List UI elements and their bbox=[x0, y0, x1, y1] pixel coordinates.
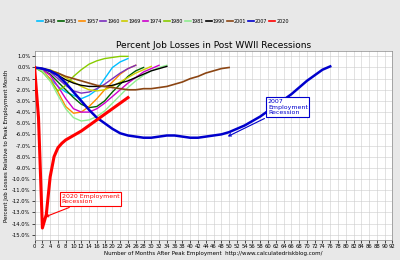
X-axis label: Number of Months After Peak Employment  http://www.calculatedriskblog.com/: Number of Months After Peak Employment h… bbox=[104, 251, 323, 256]
Text: 2020 Employment
Recession: 2020 Employment Recession bbox=[46, 194, 120, 217]
Legend: 1948, 1953, 1957, 1960, 1969, 1974, 1980, 1981, 1990, 2001, 2007, 2020: 1948, 1953, 1957, 1960, 1969, 1974, 1980… bbox=[37, 19, 289, 24]
Text: 2007
Employment
Recession: 2007 Employment Recession bbox=[229, 99, 308, 136]
Y-axis label: Percent Job Losses Relative to Peak Employment Month: Percent Job Losses Relative to Peak Empl… bbox=[4, 69, 9, 222]
Title: Percent Job Losses in Post WWII Recessions: Percent Job Losses in Post WWII Recessio… bbox=[116, 41, 311, 50]
